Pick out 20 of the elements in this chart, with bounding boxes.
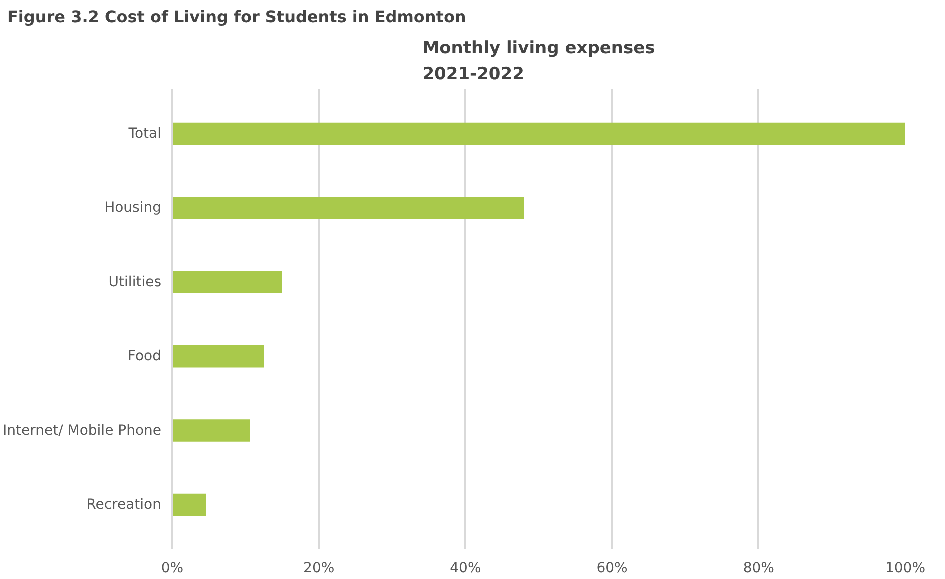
x-tick-label: 20% bbox=[304, 560, 335, 576]
y-tick-label: Recreation bbox=[86, 496, 162, 513]
caption: Figure 3.2 Cost of Living for Students in Edmonton bbox=[8, 8, 466, 26]
y-tick-label: Housing bbox=[104, 200, 162, 216]
bar bbox=[172, 122, 906, 146]
x-tick-label: 0% bbox=[161, 560, 184, 576]
x-tick-label: 40% bbox=[450, 560, 482, 576]
x-tick-label: 80% bbox=[743, 560, 774, 576]
y-tick-label: Internet/ Mobile Phone bbox=[3, 422, 162, 439]
bar bbox=[172, 197, 524, 220]
chart-title: Monthly living expenses 2021-2022 bbox=[422, 38, 656, 84]
x-tick-label: 60% bbox=[596, 560, 628, 576]
y-tick-label: Food bbox=[128, 348, 162, 365]
bar bbox=[172, 420, 250, 442]
bar bbox=[172, 345, 264, 368]
bar bbox=[172, 271, 282, 294]
y-tick-label: Total bbox=[128, 126, 162, 142]
y-tick-label: Utilities bbox=[108, 274, 162, 290]
bar bbox=[172, 494, 206, 516]
x-tick-label: 100% bbox=[885, 560, 926, 576]
